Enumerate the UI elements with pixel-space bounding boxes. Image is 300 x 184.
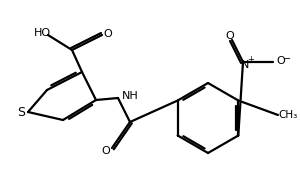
Text: +: + <box>248 54 254 63</box>
Text: O: O <box>226 31 234 41</box>
Text: O: O <box>103 29 112 39</box>
Text: S: S <box>17 105 25 118</box>
Text: HO: HO <box>33 28 51 38</box>
Text: O: O <box>277 56 285 66</box>
Text: −: − <box>283 54 291 64</box>
Text: NH: NH <box>122 91 139 101</box>
Text: O: O <box>102 146 110 156</box>
Text: N: N <box>241 60 249 70</box>
Text: CH₃: CH₃ <box>278 110 298 120</box>
